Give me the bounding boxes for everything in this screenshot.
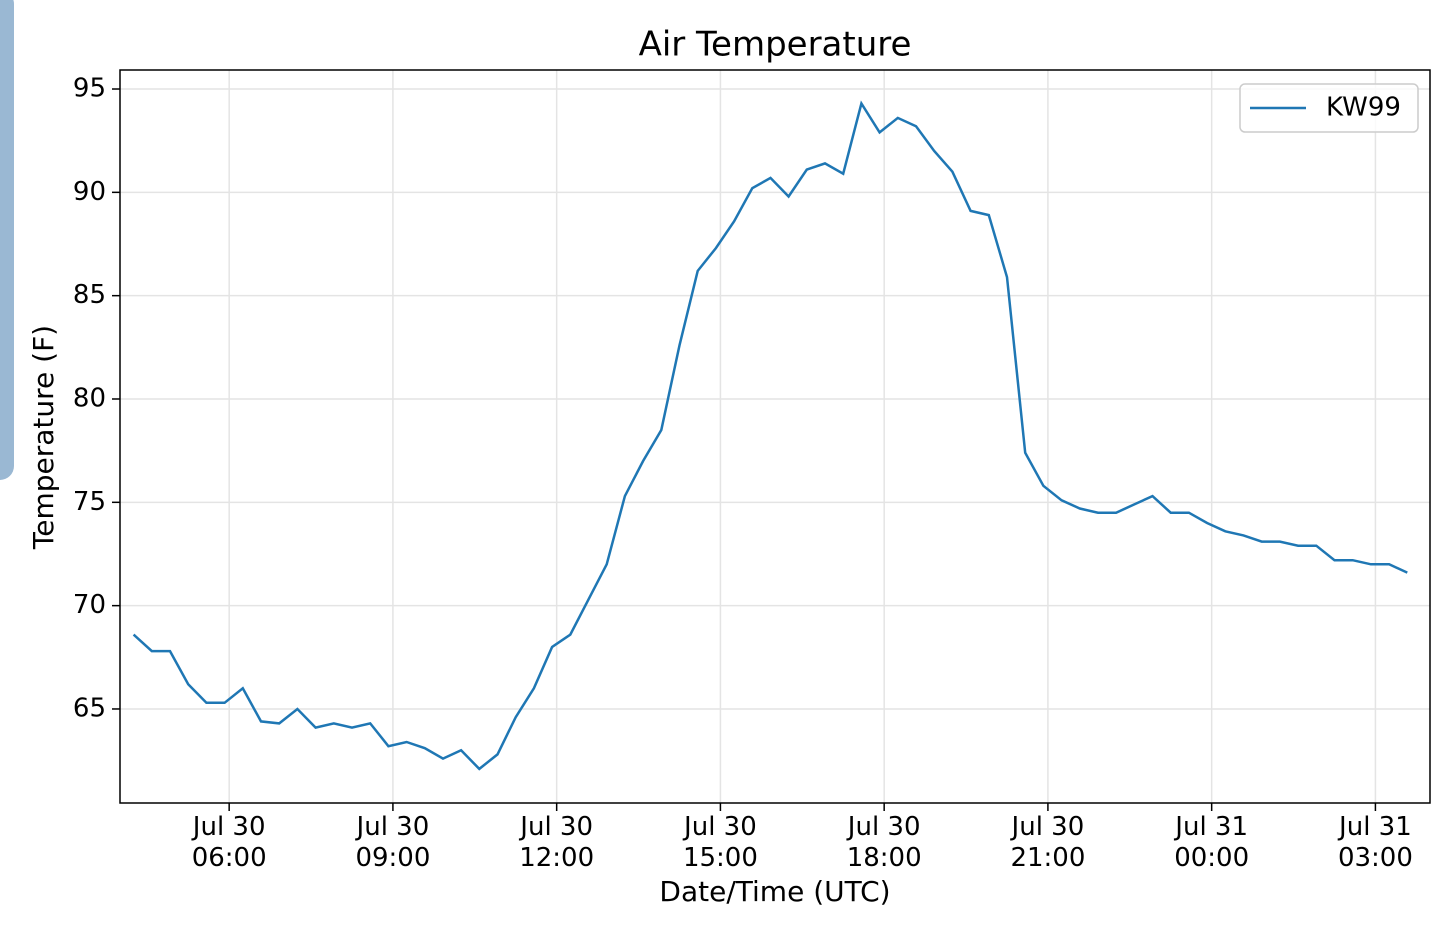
y-tick-label: 75 — [73, 487, 106, 517]
y-axis-label: Temperature (F) — [27, 325, 60, 550]
legend-label: KW99 — [1326, 93, 1401, 123]
y-tick-label: 65 — [73, 693, 106, 723]
y-tick-label: 85 — [73, 280, 106, 310]
y-tick-label: 80 — [73, 383, 106, 413]
x-axis-label: Date/Time (UTC) — [659, 875, 890, 908]
chart-title: Air Temperature — [639, 25, 912, 65]
x-tick-label: Jul 30 15:00 — [682, 812, 758, 873]
x-tick-label: Jul 30 21:00 — [1010, 812, 1086, 873]
x-tick-label: Jul 30 18:00 — [846, 812, 922, 873]
x-tick-label: Jul 30 09:00 — [355, 812, 431, 873]
x-tick-label: Jul 30 12:00 — [519, 812, 595, 873]
x-tick-label: Jul 31 03:00 — [1337, 812, 1413, 873]
legend: KW99 — [1239, 83, 1419, 133]
x-tick-label: Jul 30 06:00 — [191, 812, 267, 873]
x-tick-label: Jul 31 00:00 — [1174, 812, 1250, 873]
side-panel — [0, 0, 14, 480]
plot-frame — [119, 69, 1431, 804]
line-series — [132, 100, 1408, 771]
y-tick-label: 90 — [73, 177, 106, 207]
y-tick-label: 95 — [73, 74, 106, 104]
y-tick-label: 70 — [73, 590, 106, 620]
legend-box — [1239, 83, 1419, 133]
